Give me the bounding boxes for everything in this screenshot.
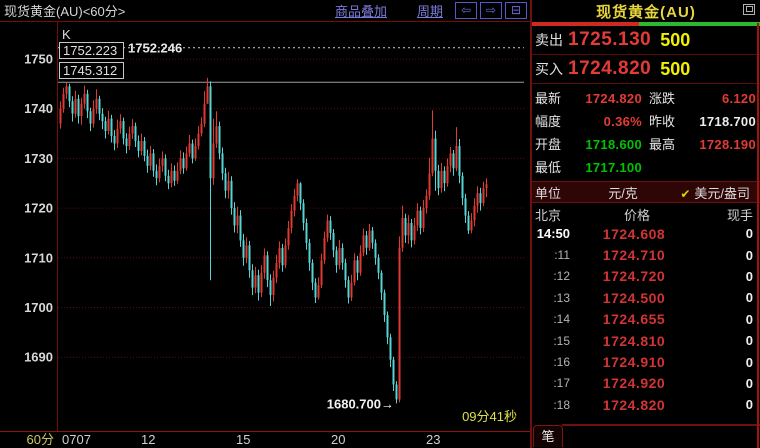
svg-text:15: 15 [236, 432, 250, 447]
sell-strength-segment [532, 22, 640, 26]
svg-text:1730: 1730 [24, 151, 53, 166]
chart-titlebar: 现货黄金(AU)<60分> 商品叠加 周期 ⇦ ⇨ ⊟ [0, 0, 530, 21]
sell-label: 卖出 [535, 32, 563, 48]
svg-text:09分41秒: 09分41秒 [462, 409, 517, 424]
unit-row: 单位 元/克 ✔ 美元/盎司 [532, 181, 760, 203]
stat-change: 涨跌 6.120 [649, 91, 756, 106]
svg-text:1700: 1700 [24, 300, 53, 315]
svg-text:23: 23 [426, 432, 440, 447]
left-arrow-icon[interactable]: ⇦ [455, 2, 477, 19]
right-scroll-marker [757, 23, 759, 448]
stat-high: 最高 1728.190 [649, 137, 756, 152]
quote-title: 现货黄金(AU) [596, 3, 696, 21]
tab-tick[interactable]: 笔 [533, 425, 563, 447]
buy-label: 买入 [535, 61, 563, 77]
header-volume: 现手 [726, 207, 753, 223]
svg-text:1740: 1740 [24, 101, 53, 116]
unit-option-yuan-gram[interactable]: 元/克 [608, 185, 638, 201]
buy-sell-strength-bar [532, 22, 760, 26]
footer-tabbar: 笔 [532, 424, 760, 447]
tick-table-header: 北京 价格 现手 [532, 205, 760, 223]
stat-prev-close: 昨收 1718.700 [649, 114, 756, 129]
svg-text:1690: 1690 [24, 350, 53, 365]
chart-pane: 现货黄金(AU)<60分> 商品叠加 周期 ⇦ ⇨ ⊟ 1750 1740 1730… [0, 0, 530, 448]
quote-stats-grid: 最新 1724.820 涨跌 6.120 幅度 0.36% 昨收 1718.700 开盘 1718… [532, 84, 760, 179]
unit-label: 单位 [535, 185, 562, 201]
svg-text:1745.312: 1745.312 [63, 63, 117, 78]
svg-text:K: K [62, 27, 71, 42]
svg-text:1710: 1710 [24, 250, 53, 265]
tick-row[interactable]: :14 1724.655 0 [553, 311, 753, 328]
stat-pct: 幅度 0.36% [535, 114, 642, 129]
stat-latest: 最新 1724.820 [535, 91, 642, 106]
check-icon: ✔ [680, 186, 691, 201]
tick-row[interactable]: 14:50 1724.608 0 [536, 225, 753, 242]
stat-low: 最低 1717.100 [535, 160, 642, 175]
restore-window-icon[interactable] [743, 4, 755, 15]
svg-text:1752.246: 1752.246 [128, 40, 182, 55]
tick-row[interactable]: :15 1724.810 0 [553, 332, 753, 349]
buy-row[interactable]: 买入 1724.820 500 [532, 55, 760, 84]
buy-strength-segment [639, 22, 760, 26]
right-arrow-icon[interactable]: ⇨ [480, 2, 502, 19]
sell-price: 1725.130 [568, 29, 652, 50]
tick-row[interactable]: :11 1724.710 0 [554, 247, 753, 264]
tick-row[interactable]: :18 1724.820 0 [553, 396, 753, 413]
sell-row[interactable]: 卖出 1725.130 500 [532, 26, 760, 55]
overlay-link[interactable]: 商品叠加 [334, 4, 387, 19]
svg-text:1680.700→: 1680.700→ [327, 396, 394, 411]
svg-text:20: 20 [331, 432, 345, 447]
svg-text:0707: 0707 [62, 432, 91, 447]
svg-text:1750: 1750 [24, 52, 53, 67]
header-time: 北京 [535, 207, 562, 223]
header-price: 价格 [623, 207, 650, 223]
buy-price: 1724.820 [568, 58, 652, 79]
buy-qty: 500 [660, 58, 691, 79]
tick-row[interactable]: :16 1724.910 0 [553, 354, 753, 371]
sell-qty: 500 [660, 29, 691, 50]
svg-text:1752.223: 1752.223 [63, 43, 117, 58]
period-link[interactable]: 周期 [416, 4, 443, 19]
unit-option-usd-ounce[interactable]: ✔ 美元/盎司 [680, 185, 750, 201]
chart-title: 现货黄金(AU)<60分> [4, 4, 126, 19]
svg-text:60分: 60分 [27, 432, 54, 447]
stat-open: 开盘 1718.600 [535, 137, 642, 152]
svg-text:12: 12 [141, 432, 155, 447]
svg-text:1720: 1720 [24, 201, 53, 216]
tick-row[interactable]: :13 1724.500 0 [553, 289, 753, 306]
tick-table: 14:50 1724.608 0 :11 1724.710 0 :12 1724.720 0 :1… [532, 223, 760, 416]
tick-row[interactable]: :17 1724.920 0 [553, 375, 753, 392]
tick-row[interactable]: :12 1724.720 0 [553, 268, 753, 285]
split-window-icon[interactable]: ⊟ [505, 2, 527, 19]
quote-panel: 现货黄金(AU) 卖出 1725.130 500 买入 1724.820 500… [530, 0, 760, 448]
candlestick-chart[interactable]: 1750 1740 1730 1720 1710 1700 1690 0707 12 15 20 23… [0, 0, 530, 448]
